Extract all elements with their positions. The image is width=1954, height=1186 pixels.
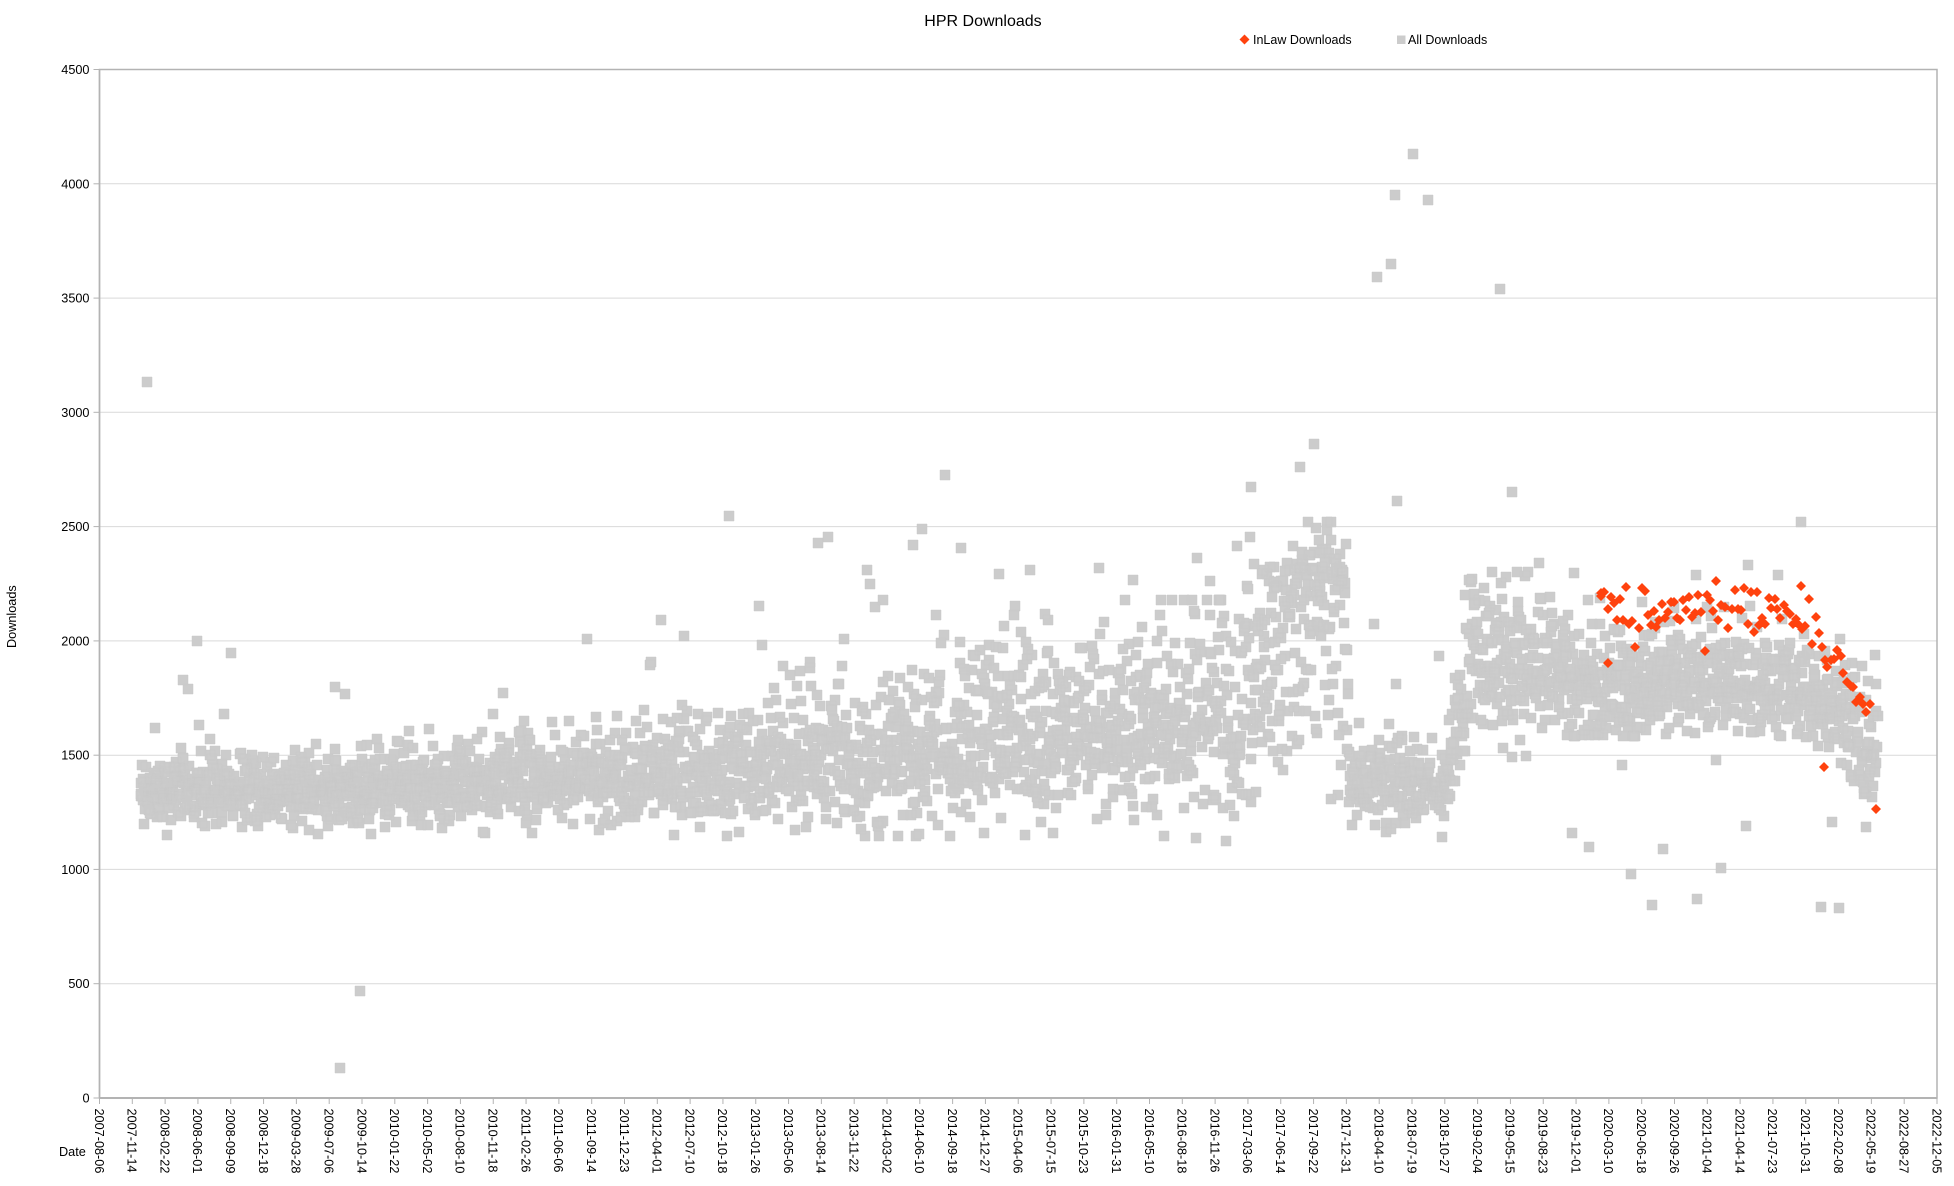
svg-text:2017-12-31: 2017-12-31 <box>1339 1109 1353 1174</box>
svg-text:2011-12-23: 2011-12-23 <box>617 1109 631 1173</box>
svg-text:3000: 3000 <box>61 406 89 420</box>
svg-text:2008-09-09: 2008-09-09 <box>223 1109 237 1174</box>
svg-text:2017-03-06: 2017-03-06 <box>1240 1109 1254 1174</box>
svg-text:2018-04-10: 2018-04-10 <box>1371 1109 1385 1174</box>
svg-text:2009-10-14: 2009-10-14 <box>354 1109 368 1174</box>
svg-text:4000: 4000 <box>61 177 89 191</box>
svg-text:2022-05-19: 2022-05-19 <box>1864 1109 1878 1174</box>
svg-text:2017-06-14: 2017-06-14 <box>1273 1109 1287 1174</box>
svg-text:2016-11-26: 2016-11-26 <box>1207 1109 1221 1173</box>
svg-text:2007-08-06: 2007-08-06 <box>92 1109 106 1174</box>
svg-text:2013-05-06: 2013-05-06 <box>781 1109 795 1174</box>
svg-text:2020-09-26: 2020-09-26 <box>1667 1109 1681 1174</box>
svg-text:2019-08-23: 2019-08-23 <box>1536 1109 1550 1174</box>
svg-text:4500: 4500 <box>61 63 89 77</box>
svg-text:HPR Downloads: HPR Downloads <box>924 13 1041 30</box>
svg-text:2011-09-14: 2011-09-14 <box>584 1109 598 1173</box>
svg-text:2008-02-22: 2008-02-22 <box>157 1109 171 1174</box>
svg-text:2021-01-04: 2021-01-04 <box>1700 1109 1714 1174</box>
svg-text:2019-12-01: 2019-12-01 <box>1568 1109 1582 1174</box>
svg-text:2013-01-26: 2013-01-26 <box>748 1109 762 1174</box>
svg-text:2008-12-18: 2008-12-18 <box>256 1109 270 1174</box>
svg-text:2014-09-18: 2014-09-18 <box>945 1109 959 1174</box>
svg-text:Downloads: Downloads <box>5 585 19 648</box>
svg-text:2022-12-05: 2022-12-05 <box>1929 1109 1943 1174</box>
svg-text:2016-01-31: 2016-01-31 <box>1109 1109 1123 1174</box>
svg-text:3500: 3500 <box>61 292 89 306</box>
svg-text:2013-08-14: 2013-08-14 <box>814 1109 828 1174</box>
svg-text:1000: 1000 <box>61 863 89 877</box>
svg-text:2016-05-10: 2016-05-10 <box>1142 1109 1156 1174</box>
svg-text:2019-05-15: 2019-05-15 <box>1503 1109 1517 1174</box>
svg-text:2017-09-22: 2017-09-22 <box>1306 1109 1320 1174</box>
svg-text:2011-02-26: 2011-02-26 <box>518 1109 532 1173</box>
svg-text:1500: 1500 <box>61 749 89 763</box>
svg-text:2021-04-14: 2021-04-14 <box>1732 1109 1746 1174</box>
svg-text:2010-05-02: 2010-05-02 <box>420 1109 434 1174</box>
svg-text:500: 500 <box>68 977 89 991</box>
svg-text:2015-07-15: 2015-07-15 <box>1043 1109 1057 1174</box>
svg-text:2015-04-06: 2015-04-06 <box>1011 1109 1025 1174</box>
svg-text:2022-02-08: 2022-02-08 <box>1831 1109 1845 1174</box>
svg-text:2014-03-02: 2014-03-02 <box>879 1109 893 1174</box>
svg-text:2013-11-22: 2013-11-22 <box>846 1109 860 1173</box>
svg-text:2008-06-01: 2008-06-01 <box>190 1109 204 1174</box>
svg-text:2022-08-27: 2022-08-27 <box>1896 1109 1910 1174</box>
svg-text:2016-08-18: 2016-08-18 <box>1175 1109 1189 1174</box>
svg-text:2021-07-23: 2021-07-23 <box>1765 1109 1779 1174</box>
svg-text:2010-01-22: 2010-01-22 <box>387 1109 401 1174</box>
svg-text:2500: 2500 <box>61 520 89 534</box>
svg-text:2021-10-31: 2021-10-31 <box>1798 1109 1812 1174</box>
svg-text:2007-11-14: 2007-11-14 <box>125 1109 139 1173</box>
svg-text:2020-06-18: 2020-06-18 <box>1634 1109 1648 1174</box>
svg-text:2020-03-10: 2020-03-10 <box>1601 1109 1615 1174</box>
svg-text:All Downloads: All Downloads <box>1408 33 1487 47</box>
svg-text:2009-03-28: 2009-03-28 <box>289 1109 303 1174</box>
svg-text:2012-10-18: 2012-10-18 <box>715 1109 729 1174</box>
svg-text:2018-10-27: 2018-10-27 <box>1437 1109 1451 1174</box>
svg-text:2010-08-10: 2010-08-10 <box>453 1109 467 1174</box>
svg-text:2019-02-04: 2019-02-04 <box>1470 1109 1484 1174</box>
svg-text:Date: Date <box>59 1145 86 1159</box>
svg-text:2010-11-18: 2010-11-18 <box>486 1109 500 1173</box>
svg-text:2018-07-19: 2018-07-19 <box>1404 1109 1418 1174</box>
svg-text:0: 0 <box>82 1092 89 1106</box>
svg-text:2014-06-10: 2014-06-10 <box>912 1109 926 1174</box>
svg-text:InLaw Downloads: InLaw Downloads <box>1253 33 1352 47</box>
svg-text:2012-07-10: 2012-07-10 <box>682 1109 696 1174</box>
svg-text:2014-12-27: 2014-12-27 <box>978 1109 992 1174</box>
svg-text:2012-04-01: 2012-04-01 <box>650 1109 664 1174</box>
svg-text:2011-06-06: 2011-06-06 <box>551 1109 565 1173</box>
svg-text:2000: 2000 <box>61 634 89 648</box>
svg-text:2009-07-06: 2009-07-06 <box>321 1109 335 1174</box>
svg-text:2015-10-23: 2015-10-23 <box>1076 1109 1090 1174</box>
